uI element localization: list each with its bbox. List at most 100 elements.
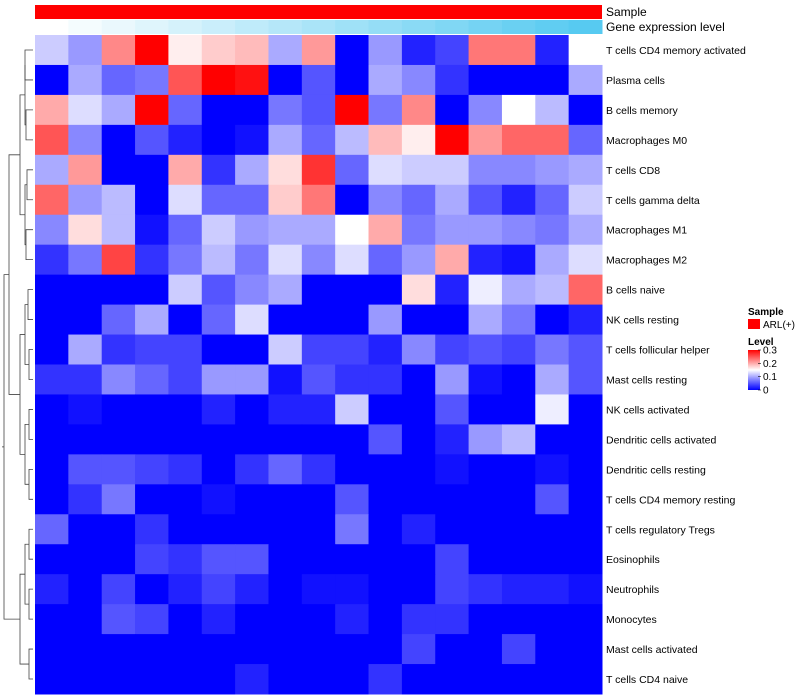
heatmap-cell xyxy=(335,424,370,455)
heatmap-cell xyxy=(568,394,603,425)
heatmap-cell xyxy=(168,664,203,695)
heatmap-cell xyxy=(201,544,236,575)
heatmap-cell xyxy=(135,35,169,66)
heatmap-cell xyxy=(135,304,169,336)
heatmap-cell xyxy=(468,184,503,216)
heatmap-cell xyxy=(268,394,303,425)
heatmap-cell xyxy=(568,184,603,216)
heatmap-cell xyxy=(168,184,203,216)
heatmap-cell xyxy=(101,334,136,365)
heatmap-cell xyxy=(168,544,203,575)
heatmap-cell xyxy=(401,574,436,605)
heatmap-cell xyxy=(568,35,603,66)
heatmap-cell xyxy=(501,364,536,395)
heatmap-cell xyxy=(468,244,503,276)
heatmap-cell xyxy=(301,154,336,186)
heatmap-cell xyxy=(435,154,470,186)
heatmap-cell xyxy=(335,364,370,395)
heatmap-cell xyxy=(135,124,169,156)
heatmap-cell xyxy=(135,514,169,545)
legend: Sample ARL(+) Level 0.3 0.2 0.1 0 xyxy=(748,307,795,397)
row-label: T cells follicular helper xyxy=(606,345,710,357)
heatmap-cell xyxy=(268,184,303,216)
heatmap-cell xyxy=(235,484,269,515)
heatmap-cell xyxy=(435,574,470,605)
heatmap-cell xyxy=(435,544,470,575)
row-label: T cells CD4 naive xyxy=(606,674,688,686)
heatmap-cell xyxy=(535,514,570,545)
heatmap-cell xyxy=(235,124,269,156)
heatmap-cell xyxy=(335,64,370,96)
annotation-label-sample: Sample xyxy=(606,5,647,19)
heatmap-cell xyxy=(35,574,69,605)
heatmap-cell xyxy=(101,514,136,545)
heatmap-cell xyxy=(168,244,203,276)
gene-expression-cell xyxy=(235,20,269,34)
heatmap-cell xyxy=(268,664,303,695)
heatmap-cell xyxy=(135,394,169,425)
heatmap-cell xyxy=(235,454,269,485)
heatmap-cell xyxy=(235,664,269,695)
heatmap-cell xyxy=(468,394,503,425)
heatmap-cell xyxy=(435,514,470,545)
heatmap-cell xyxy=(68,514,103,545)
heatmap-cell xyxy=(101,574,136,605)
heatmap-cell xyxy=(535,394,570,425)
heatmap-cell xyxy=(101,484,136,515)
heatmap-cell xyxy=(201,304,236,336)
dendrogram-branch xyxy=(24,424,29,485)
heatmap-cell xyxy=(235,35,269,66)
sample-track xyxy=(35,5,602,19)
heatmap-cell xyxy=(68,634,103,665)
gene-expression-cell xyxy=(201,20,236,34)
heatmap-cell xyxy=(401,604,436,635)
heatmap-cell xyxy=(368,274,403,306)
heatmap-cell xyxy=(101,35,136,66)
heatmap-cell xyxy=(301,364,336,395)
heatmap-cell xyxy=(401,484,436,515)
heatmap-cell xyxy=(101,664,136,695)
gene-expression-cell xyxy=(568,20,603,34)
dendrogram-branch xyxy=(28,648,33,680)
heatmap-cell xyxy=(301,35,336,66)
heatmap-cell xyxy=(301,64,336,96)
heatmap-cell xyxy=(535,544,570,575)
heatmap-cells xyxy=(35,35,603,695)
row-label: NK cells activated xyxy=(606,404,690,416)
heatmap-cell xyxy=(335,244,370,276)
heatmap-cell xyxy=(501,454,536,485)
heatmap-cell xyxy=(235,604,269,635)
heatmap-cell xyxy=(235,634,269,665)
legend-sample-title: Sample xyxy=(748,307,784,318)
heatmap-cell xyxy=(168,394,203,425)
heatmap-cell xyxy=(135,544,169,575)
heatmap-cell xyxy=(535,424,570,455)
heatmap-cell xyxy=(168,574,203,605)
row-label: Plasma cells xyxy=(606,75,665,87)
gene-expression-cell xyxy=(101,20,136,34)
heatmap-cell xyxy=(268,64,303,96)
gene-expression-cell xyxy=(68,20,103,34)
row-label: T cells CD4 memory resting xyxy=(606,494,735,506)
heatmap-cell xyxy=(201,514,236,545)
dendrogram-branch xyxy=(19,573,29,665)
legend-tick-label: 0.2 xyxy=(763,359,777,370)
heatmap-cell xyxy=(135,334,169,365)
heatmap-cell xyxy=(68,454,103,485)
heatmap-cell xyxy=(535,634,570,665)
heatmap-cell xyxy=(135,94,169,126)
heatmap-cell xyxy=(435,604,470,635)
row-label: T cells regulatory Tregs xyxy=(606,524,715,536)
legend-tick-label: 0 xyxy=(763,386,769,397)
heatmap-cell xyxy=(468,634,503,665)
heatmap-cell xyxy=(68,124,103,156)
heatmap-cell xyxy=(535,604,570,635)
heatmap-cell xyxy=(468,304,503,336)
heatmap-cell xyxy=(201,64,236,96)
heatmap-cell xyxy=(501,124,536,156)
heatmap-cell xyxy=(468,574,503,605)
heatmap-cell xyxy=(235,154,269,186)
dendrogram-branch xyxy=(19,334,25,455)
heatmap-cell xyxy=(401,304,436,336)
